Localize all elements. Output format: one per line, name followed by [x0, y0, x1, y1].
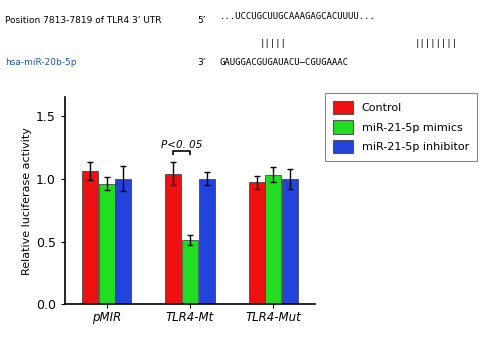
Text: ||||||||: |||||||| [415, 39, 458, 48]
Bar [82, 171, 98, 304]
Legend: Control, miR-21-5p mimics, miR-21-5p inhibitor: Control, miR-21-5p mimics, miR-21-5p inh… [325, 93, 476, 161]
Text: |||||: ||||| [260, 39, 287, 48]
Bar [182, 240, 198, 304]
Text: 5’: 5’ [198, 16, 206, 25]
Bar [166, 174, 181, 304]
Text: GAUGGACGUGAUACU—CGUGAAAC: GAUGGACGUGAUACU—CGUGAAAC [220, 58, 349, 67]
Text: Position 7813-7819 of TLR4 3’ UTR: Position 7813-7819 of TLR4 3’ UTR [5, 16, 162, 25]
Bar [98, 184, 114, 304]
Y-axis label: Relative luciferase activity: Relative luciferase activity [22, 127, 32, 275]
Text: P<0. 05: P<0. 05 [161, 140, 202, 150]
Bar [249, 182, 264, 304]
Bar [266, 175, 281, 304]
Bar [199, 179, 214, 304]
Text: ...UCCUGCUUGCAAAGAGCACUUUU...: ...UCCUGCUUGCAAAGAGCACUUUU... [220, 12, 376, 21]
Text: hsa-miR-20b-5p: hsa-miR-20b-5p [5, 58, 76, 67]
Bar [282, 179, 298, 304]
Bar [116, 179, 131, 304]
Text: 3’: 3’ [198, 58, 206, 67]
